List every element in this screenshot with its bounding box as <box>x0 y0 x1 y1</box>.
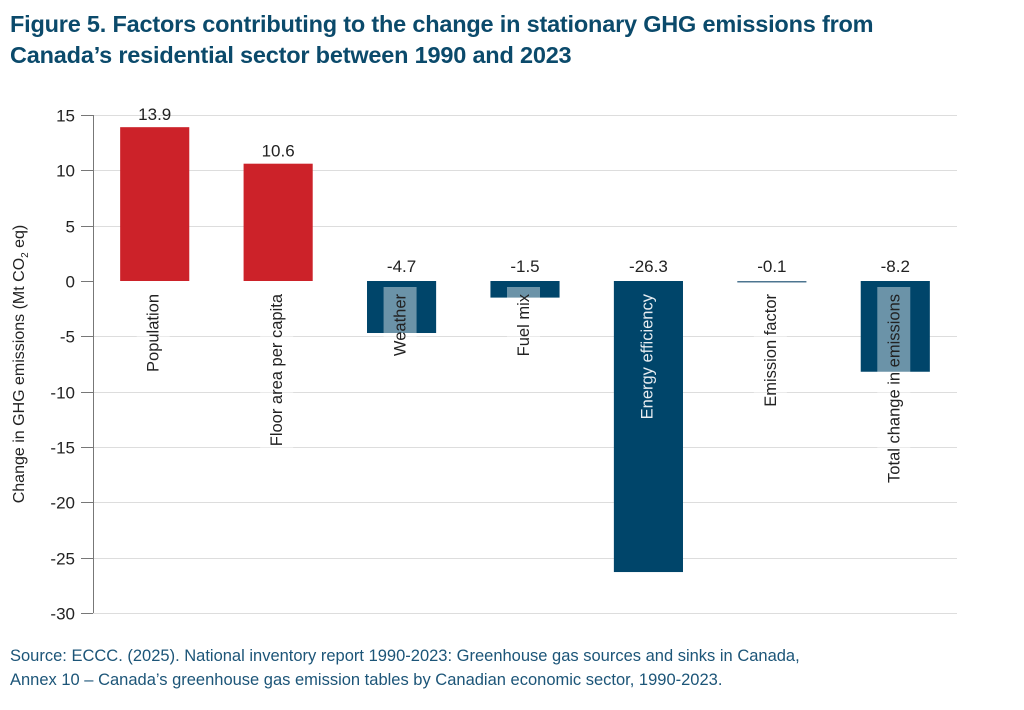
data-labels: 13.9 10.6 -4.7 -1.5 -26.3 -0.1 -8.2 <box>138 105 910 276</box>
category-label: Floor area per capita <box>268 293 286 446</box>
y-tick-label: 5 <box>66 218 75 237</box>
figure-title-line-1: Figure 5. Factors contributing to the ch… <box>10 11 874 37</box>
category-label-group: Energy efficiency <box>638 293 656 419</box>
y-tick-label: 0 <box>66 273 75 292</box>
y-tick-label: -15 <box>50 439 75 458</box>
y-tick-label: -20 <box>50 494 75 513</box>
category-label-background <box>507 287 540 360</box>
category-label: Fuel mix <box>515 293 533 356</box>
category-label-group: Weather <box>383 287 417 360</box>
y-axis: 15 10 5 0 -5 -10 -15 -20 -25 -30 <box>50 107 94 624</box>
bar-energy-efficiency <box>613 281 683 573</box>
category-label-group: Emission factor <box>753 287 787 410</box>
category-label: Emission factor <box>762 294 780 407</box>
figure-title-line-2: Canada’s residential sector between 1990… <box>10 42 572 68</box>
bar-total-change-in-emissions <box>860 281 930 372</box>
bar-fuel-mix <box>490 281 560 298</box>
y-axis-label: Change in GHG emissions (Mt CO2 eq) <box>11 225 31 504</box>
gridlines <box>93 115 957 614</box>
category-label: Total change in emissions <box>885 294 903 483</box>
y-tick-label: 10 <box>56 162 75 181</box>
category-label-group: Population <box>136 287 170 375</box>
data-label: 13.9 <box>138 105 171 124</box>
bar-floor-area-per-capita <box>243 163 313 281</box>
source-line-2: Annex 10 – Canada’s greenhouse gas emiss… <box>10 671 723 689</box>
category-label: Weather <box>392 293 410 356</box>
category-label-background <box>753 287 787 410</box>
y-tick-label: -5 <box>60 328 75 347</box>
data-label: -4.7 <box>387 257 416 276</box>
data-label: -1.5 <box>510 257 539 276</box>
category-label-background <box>136 287 170 375</box>
data-label: 10.6 <box>262 142 295 161</box>
category-label-background <box>383 287 417 360</box>
bar-population <box>120 127 190 281</box>
category-labels: Population Floor area per capita Weather Fu… <box>136 287 911 486</box>
category-label-group: Floor area per capita <box>260 287 294 450</box>
y-tick-label: 15 <box>56 107 75 126</box>
category-label-background <box>260 287 294 450</box>
data-label: -0.1 <box>757 257 786 276</box>
bars <box>120 127 930 573</box>
y-tick-label: -30 <box>50 605 75 624</box>
y-axis-label-subscript: 2 <box>20 252 31 258</box>
data-label: -8.2 <box>881 257 910 276</box>
category-label-group: Fuel mix <box>507 287 540 360</box>
category-label: Population <box>145 294 163 372</box>
y-tick-label: -25 <box>50 550 75 569</box>
category-label-background <box>877 287 911 486</box>
y-axis-label-main: Change in GHG emissions (Mt CO <box>11 258 28 503</box>
y-tick-label: -10 <box>50 384 75 403</box>
bar-emission-factor <box>737 281 807 283</box>
category-label-group: Total change in emissions <box>877 287 911 486</box>
figure-title: Figure 5. Factors contributing to the ch… <box>10 9 1010 71</box>
bar-weather <box>367 281 437 334</box>
category-label: Energy efficiency <box>638 293 656 419</box>
data-label: -26.3 <box>629 257 668 276</box>
source-line-1: Source: ECCC. (2025). National inventory… <box>10 647 800 665</box>
source-note: Source: ECCC. (2025). National inventory… <box>10 644 1020 692</box>
y-axis-label-tail: eq) <box>11 225 28 253</box>
